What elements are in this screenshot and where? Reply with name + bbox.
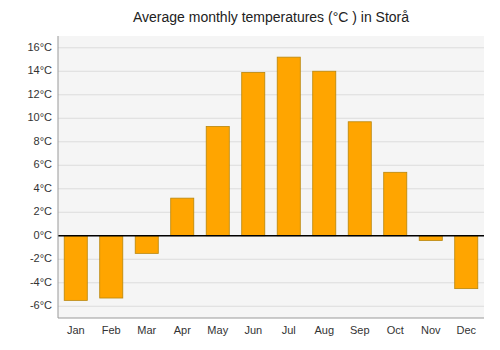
- x-axis-line: [58, 318, 484, 319]
- x-tick-label: May: [207, 324, 228, 336]
- grid-line: [58, 47, 484, 48]
- x-tick-label: Aug: [314, 324, 334, 336]
- plot-background: [58, 36, 484, 318]
- bar: [100, 236, 123, 298]
- bar: [455, 236, 478, 289]
- grid-line: [58, 235, 484, 236]
- grid-line: [58, 94, 484, 95]
- y-tick-label: 16°C: [27, 41, 52, 53]
- x-tick-label: Sep: [350, 324, 370, 336]
- chart-container: -6°C -4°C -2°C 0°C 2°C 4°C 6°C 8°C 10°C 12°C 14°C 1…: [0, 0, 500, 350]
- x-tick-label: Feb: [102, 324, 121, 336]
- chart-svg: -6°C -4°C -2°C 0°C 2°C 4°C 6°C 8°C 10°C 12°C 14°C 1…: [0, 0, 500, 350]
- x-tick-label: Mar: [137, 324, 156, 336]
- y-axis-ticks: -6°C -4°C -2°C 0°C 2°C 4°C 6°C 8°C 10°C 12°C 14°C 1…: [27, 41, 52, 312]
- x-tick-label: Jan: [67, 324, 85, 336]
- grid: [58, 48, 484, 307]
- x-tick-label: Jun: [244, 324, 262, 336]
- bar: [64, 236, 87, 301]
- x-tick-label: Nov: [421, 324, 441, 336]
- grid-line: [58, 306, 484, 307]
- x-axis-ticks: Jan Feb Mar Apr May Jun Jul Aug Sep Oct Nov Dec: [67, 324, 477, 336]
- y-tick-label: 4°C: [34, 182, 53, 194]
- bar: [277, 57, 300, 236]
- bars: [64, 57, 478, 300]
- y-tick-label: 14°C: [27, 64, 52, 76]
- y-tick-label: 2°C: [34, 205, 53, 217]
- grid-line: [58, 118, 484, 119]
- x-tick-label: Dec: [456, 324, 476, 336]
- y-tick-label: -4°C: [30, 276, 52, 288]
- bar: [206, 126, 229, 235]
- y-axis-line: [58, 36, 59, 318]
- grid-line: [58, 165, 484, 166]
- y-tick-label: -6°C: [30, 299, 52, 311]
- grid-line: [58, 188, 484, 189]
- y-tick-label: 8°C: [34, 135, 53, 147]
- x-tick-label: Apr: [174, 324, 191, 336]
- bar: [171, 198, 194, 236]
- y-tick-label: 10°C: [27, 111, 52, 123]
- zero-line: [58, 235, 484, 237]
- page: {"chart_data": {"type": "bar", "title": …: [0, 0, 500, 350]
- bar: [348, 122, 371, 236]
- grid-line: [58, 71, 484, 72]
- y-tick-label: -2°C: [30, 252, 52, 264]
- bar: [313, 71, 336, 236]
- bar: [135, 236, 158, 254]
- chart-title: Average monthly temperatures (°C ) in St…: [133, 9, 409, 25]
- bar: [384, 172, 407, 235]
- y-tick-label: 6°C: [34, 158, 53, 170]
- y-tick-label: 0°C: [34, 229, 53, 241]
- x-tick-label: Oct: [387, 324, 404, 336]
- x-tick-label: Jul: [282, 324, 296, 336]
- grid-line: [58, 212, 484, 213]
- grid-line: [58, 141, 484, 142]
- y-tick-label: 12°C: [27, 88, 52, 100]
- bar: [242, 72, 265, 235]
